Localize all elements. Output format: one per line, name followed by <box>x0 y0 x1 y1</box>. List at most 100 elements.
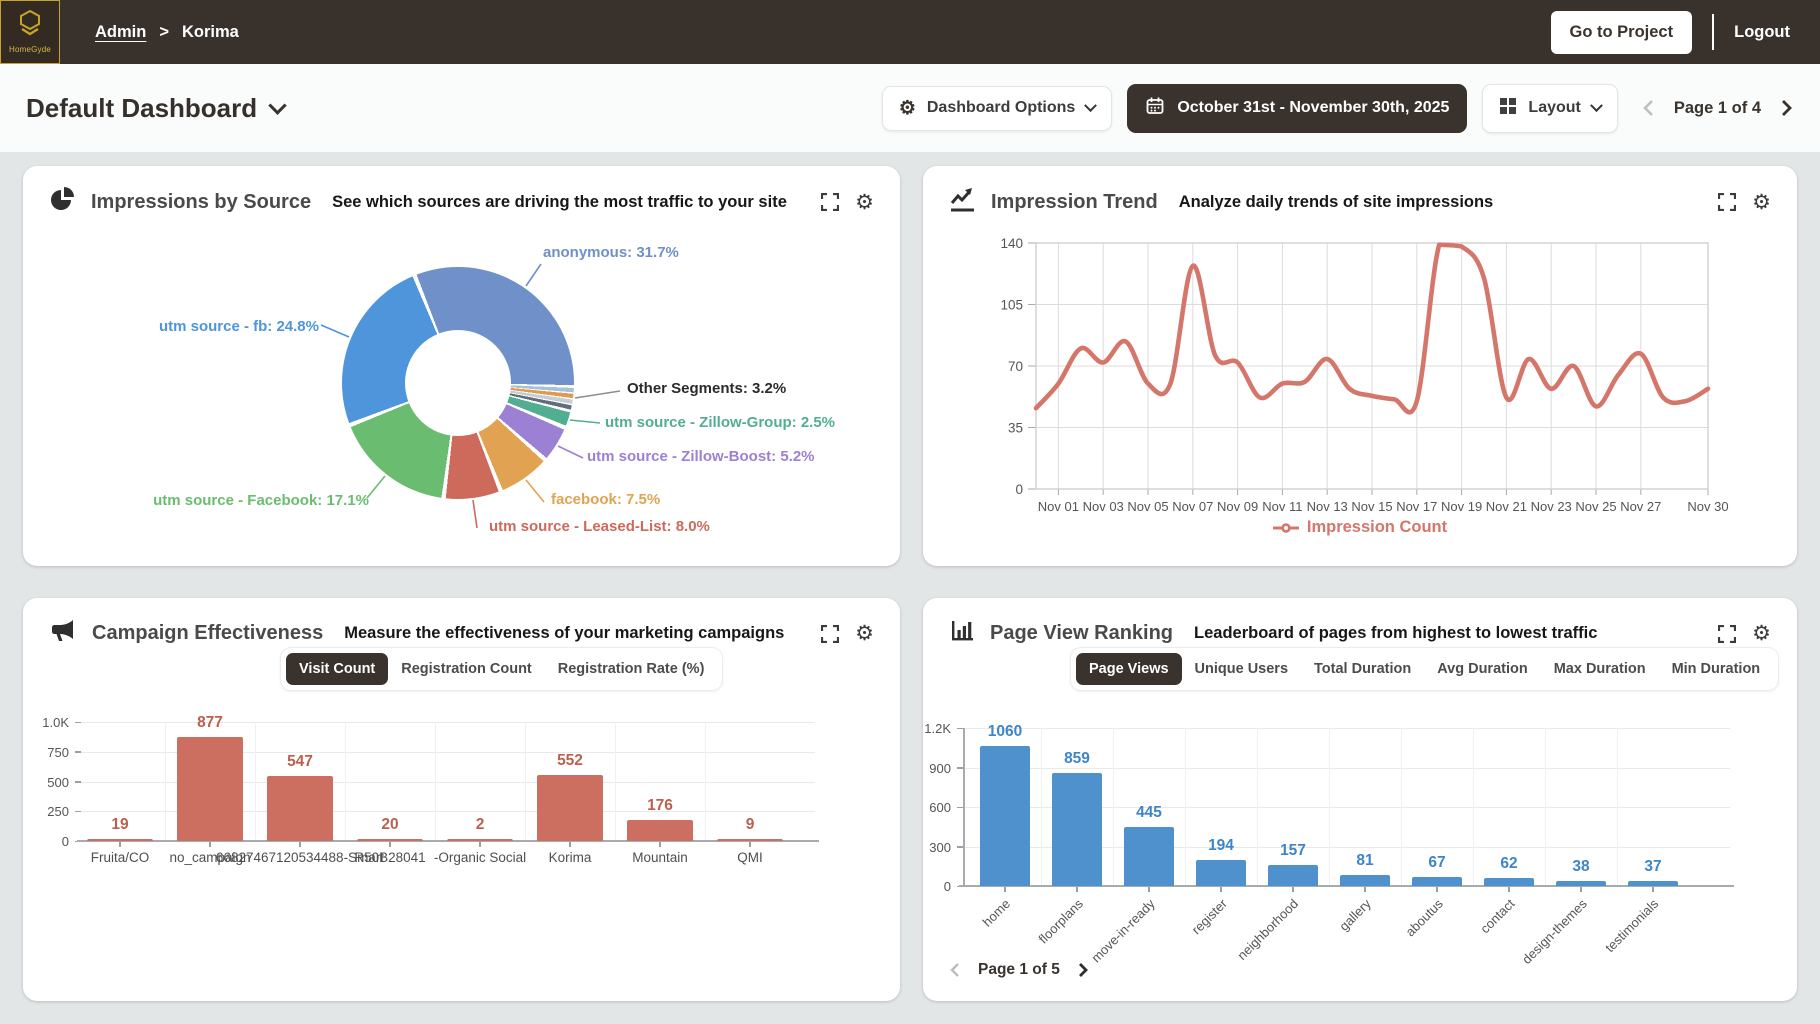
tab-registration-rate[interactable]: Registration Rate (%) <box>545 653 718 685</box>
bar-value-label: 176 <box>647 797 673 815</box>
x-category-label: -Organic Social <box>433 850 527 865</box>
tab-avg-duration[interactable]: Avg Duration <box>1424 653 1541 685</box>
tab-total-duration[interactable]: Total Duration <box>1301 653 1424 685</box>
grid-line <box>963 767 1730 769</box>
x-category-label: Mountain <box>632 850 688 865</box>
y-tick-label: 140 <box>1000 236 1023 251</box>
panel-subtitle: Measure the effectiveness of your market… <box>344 624 785 642</box>
x-category-label: register <box>1188 896 1230 938</box>
next-page-button[interactable] <box>1076 960 1090 980</box>
grid-line <box>963 807 1730 808</box>
next-page-button[interactable] <box>1779 97 1794 119</box>
bar-66827467120534488-smart[interactable] <box>267 775 333 841</box>
bar-qmi[interactable] <box>717 839 783 841</box>
bar-design-themes[interactable] <box>1556 880 1606 886</box>
axis-tick <box>389 842 391 847</box>
x-category-label: R50B28041 <box>354 850 426 865</box>
y-tick-label: 105 <box>1000 298 1023 313</box>
axis-tick <box>299 842 301 847</box>
axis-tick <box>1076 887 1078 892</box>
bar-value-label: 9 <box>745 816 755 833</box>
campaign-bar-chart: 0 250 500 750 1.0K 19 Fruita/CO 877 no_campaign 5… <box>23 598 900 1001</box>
tab-unique-users[interactable]: Unique Users <box>1182 653 1301 685</box>
logo-caption: HomeGyde <box>8 45 52 54</box>
bar-mountain[interactable] <box>627 820 693 841</box>
bar-aboutus[interactable] <box>1412 877 1462 886</box>
bar-r50b28041[interactable] <box>357 838 423 841</box>
bar-floorplans[interactable] <box>1052 772 1102 886</box>
line-chart-icon <box>949 186 976 218</box>
tab-registration-count[interactable]: Registration Count <box>388 653 545 685</box>
x-axis-line <box>959 885 1734 887</box>
breadcrumb-admin-link[interactable]: Admin <box>95 22 147 41</box>
bar-move-in-ready[interactable] <box>1124 827 1174 886</box>
expand-icon[interactable] <box>821 193 840 211</box>
y-tick-label: 250 <box>47 804 69 820</box>
trend-legend[interactable]: Impression Count <box>923 518 1797 537</box>
x-tick-label: Nov 05 <box>1127 499 1168 514</box>
bar-value-label: 547 <box>287 752 313 770</box>
tab-page-views[interactable]: Page Views <box>1076 653 1182 685</box>
logout-button[interactable]: Logout <box>1734 22 1790 41</box>
y-tick-label: 70 <box>1008 359 1023 374</box>
pageview-pager: Page 1 of 5 <box>948 960 1090 980</box>
tab-visit-count[interactable]: Visit Count <box>286 653 389 685</box>
page-indicator: Page 1 of 4 <box>1673 98 1761 117</box>
impression-count-line <box>1033 242 1711 415</box>
tab-min-duration[interactable]: Min Duration <box>1659 653 1774 685</box>
bar-testimonials[interactable] <box>1628 881 1678 886</box>
x-tick-label: Nov 03 <box>1083 499 1124 514</box>
panel-page-view-ranking: Page View Ranking Leaderboard of pages f… <box>923 598 1797 1001</box>
gear-icon[interactable]: ⚙ <box>1752 190 1771 214</box>
bar-neighborhood[interactable] <box>1268 865 1318 886</box>
prev-page-button[interactable] <box>1641 97 1656 119</box>
panel-subtitle: See which sources are driving the most t… <box>332 192 787 211</box>
bar-fruita-co[interactable] <box>87 838 153 841</box>
gear-icon[interactable]: ⚙ <box>1752 622 1771 645</box>
bar-korima[interactable] <box>537 775 603 841</box>
date-range-button[interactable]: October 31st - November 30th, 2025 <box>1127 83 1468 133</box>
panel-impressions-by-source: Impressions by Source See which sources … <box>23 166 900 566</box>
gear-icon[interactable]: ⚙ <box>855 190 874 214</box>
expand-icon[interactable] <box>1718 624 1737 643</box>
bar-contact[interactable] <box>1484 877 1534 886</box>
grid-line <box>705 722 706 841</box>
dashboard-options-button[interactable]: ⚙ Dashboard Options <box>881 85 1113 131</box>
y-tick-label: 500 <box>47 774 69 790</box>
go-to-project-button[interactable]: Go to Project <box>1550 10 1693 54</box>
axis-tick <box>957 727 963 729</box>
bar-organic-social[interactable] <box>447 839 513 841</box>
bar-no-campaign[interactable] <box>177 736 243 841</box>
x-category-label: home <box>979 896 1014 930</box>
x-category-label: 66827467120534488-Smart <box>215 850 385 865</box>
axis-tick <box>75 751 81 753</box>
gear-icon[interactable]: ⚙ <box>855 622 874 645</box>
plot-border <box>1035 242 1709 490</box>
axis-tick <box>1508 887 1510 892</box>
bar-register[interactable] <box>1196 860 1246 886</box>
bar-home[interactable] <box>980 746 1030 886</box>
x-category-label: floorplans <box>1035 896 1086 947</box>
expand-icon[interactable] <box>1718 193 1737 211</box>
axis-tick <box>1580 887 1582 892</box>
top-bar: HomeGyde Admin > Korima Go to Project Lo… <box>0 0 1820 64</box>
panel-title: Impression Trend <box>991 190 1158 213</box>
chevron-down-icon <box>1590 98 1603 112</box>
bar-gallery[interactable] <box>1340 875 1390 886</box>
impressions-donut-chart[interactable] <box>342 267 574 499</box>
layout-button[interactable]: Layout <box>1482 83 1618 133</box>
prev-page-button[interactable] <box>948 960 962 980</box>
tab-max-duration[interactable]: Max Duration <box>1541 653 1659 685</box>
x-category-label: move-in-ready <box>1088 896 1158 966</box>
x-tick-label: Nov 25 <box>1575 499 1616 514</box>
grid-line <box>1185 728 1186 886</box>
donut-slice-label: utm source - fb: 24.8% <box>158 318 319 335</box>
axis-tick <box>957 767 963 769</box>
pageview-metric-tabs: Page Views Unique Users Total Duration Avg … <box>1071 648 1779 690</box>
expand-icon[interactable] <box>821 624 840 643</box>
dashboard-toolbar: Default Dashboard ⚙ Dashboard Options Oc… <box>0 64 1820 152</box>
dashboard-selector[interactable]: Default Dashboard <box>26 93 287 124</box>
homegyde-logo-icon <box>17 9 43 43</box>
x-tick-label: Nov 27 <box>1620 499 1661 514</box>
homegyde-logo[interactable]: HomeGyde <box>0 0 60 64</box>
